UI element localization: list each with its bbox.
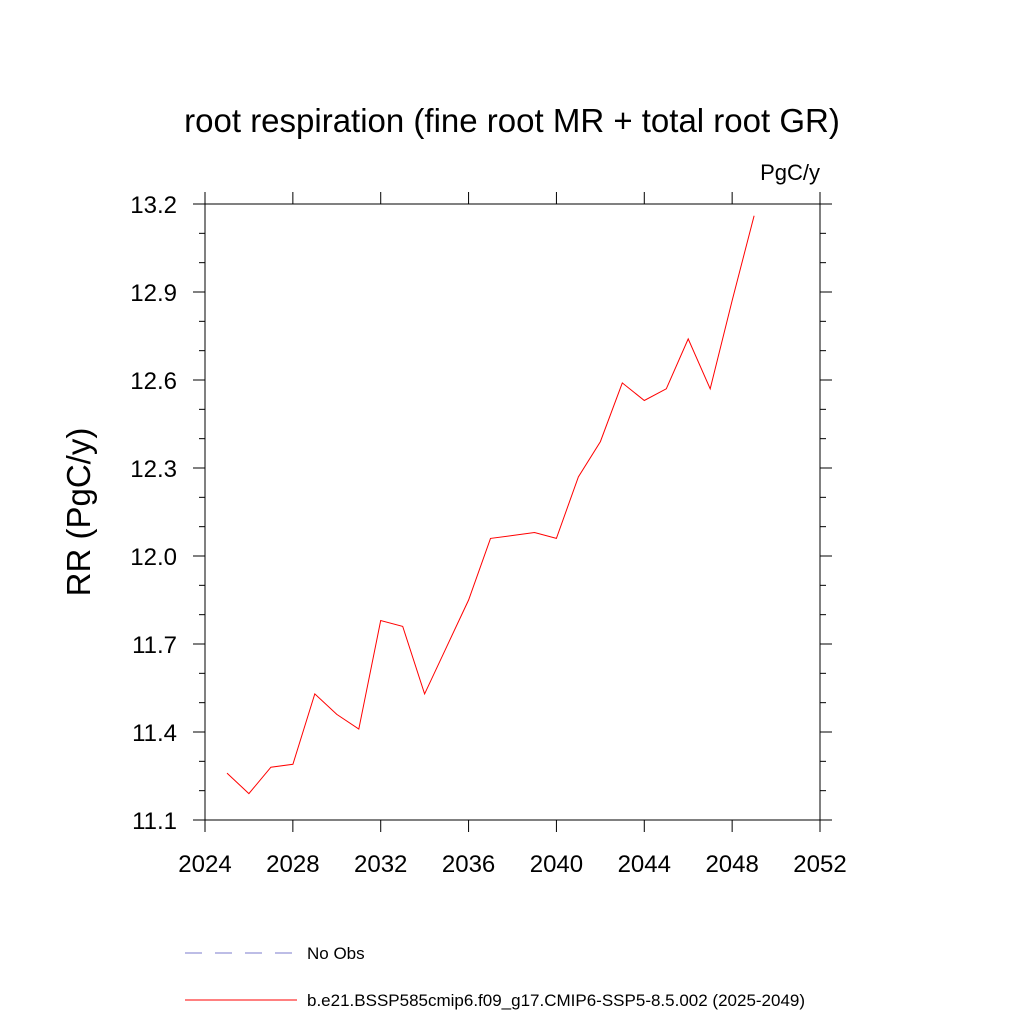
plot-frame: [204, 203, 821, 821]
units-label: PgC/y: [760, 160, 820, 185]
x-tick-label: 2036: [442, 851, 495, 878]
y-tick-label: 11.7: [132, 632, 177, 659]
x-tick-label: 2024: [178, 851, 231, 878]
y-tick-label: 11.1: [132, 808, 177, 835]
legend: No Obs b.e21.BSSP585cmip6.f09_g17.CMIP6-…: [185, 944, 805, 1010]
series-group: [226, 215, 755, 795]
x-axis: 2024 2028 2032 2036 2040 2044 2048 2052: [178, 192, 847, 878]
x-tick-label: 2044: [618, 851, 671, 878]
chart-title: root respiration (fine root MR + total r…: [184, 102, 840, 139]
y-tick-label: 12.0: [130, 544, 177, 571]
y-axis-label: RR (PgC/y): [60, 428, 97, 597]
x-tick-label: 2028: [266, 851, 319, 878]
y-tick-label: 12.9: [130, 280, 177, 307]
x-tick-label: 2032: [354, 851, 407, 878]
x-tick-label: 2040: [530, 851, 583, 878]
series-line: [226, 215, 755, 795]
x-tick-label: 2052: [793, 851, 846, 878]
legend-label-model-run: b.e21.BSSP585cmip6.f09_g17.CMIP6-SSP5-8.…: [307, 991, 805, 1010]
y-tick-label: 12.6: [130, 368, 177, 395]
x-tick-label: 2048: [705, 851, 758, 878]
y-tick-label: 13.2: [130, 192, 177, 219]
y-tick-label: 12.3: [130, 456, 177, 483]
y-axis: 11.1 11.4 11.7 12.0 12.3 12.6 12.9 13.2: [130, 192, 832, 835]
legend-label-no-obs: No Obs: [307, 944, 365, 963]
y-tick-label: 11.4: [132, 720, 177, 747]
